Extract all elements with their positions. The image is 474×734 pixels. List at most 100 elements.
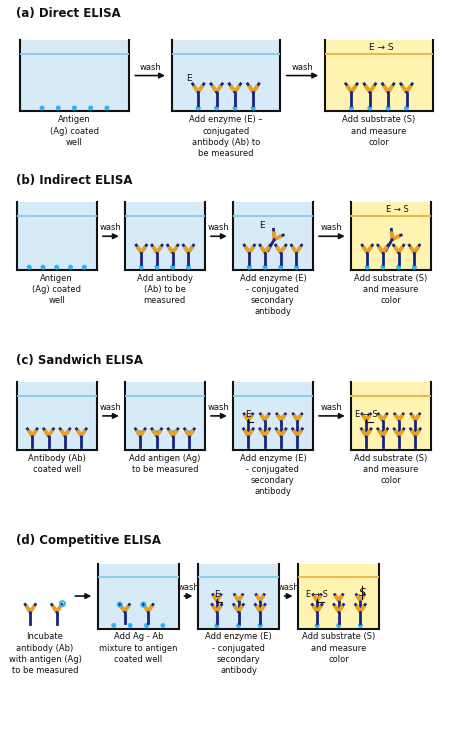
Text: Antigen
(Ag) coated
well: Antigen (Ag) coated well bbox=[32, 275, 82, 305]
Text: Add substrate (S)
and measure
color: Add substrate (S) and measure color bbox=[354, 454, 428, 485]
Text: Add substrate (S)
and measure
color: Add substrate (S) and measure color bbox=[354, 275, 428, 305]
Circle shape bbox=[365, 265, 370, 269]
Circle shape bbox=[155, 265, 159, 269]
Text: (b) Indirect ELISA: (b) Indirect ELISA bbox=[16, 175, 132, 187]
Bar bbox=[350, 203, 431, 270]
Text: wash: wash bbox=[100, 403, 122, 412]
Circle shape bbox=[232, 106, 237, 111]
Circle shape bbox=[364, 430, 369, 435]
Circle shape bbox=[104, 106, 109, 111]
Circle shape bbox=[128, 623, 133, 628]
Circle shape bbox=[41, 265, 46, 269]
Circle shape bbox=[214, 106, 219, 111]
Circle shape bbox=[386, 106, 391, 111]
Circle shape bbox=[186, 265, 191, 269]
Circle shape bbox=[380, 430, 385, 435]
Bar bbox=[233, 203, 313, 270]
Bar bbox=[125, 203, 205, 270]
Circle shape bbox=[55, 265, 59, 269]
Text: (d) Competitive ELISA: (d) Competitive ELISA bbox=[16, 534, 161, 547]
Bar bbox=[350, 382, 431, 450]
Text: Antigen
(Ag) coated
well: Antigen (Ag) coated well bbox=[50, 115, 99, 147]
Text: E: E bbox=[186, 74, 191, 83]
Circle shape bbox=[27, 265, 32, 269]
Circle shape bbox=[154, 430, 159, 435]
Circle shape bbox=[236, 623, 241, 628]
Circle shape bbox=[160, 623, 165, 628]
Text: S: S bbox=[359, 588, 366, 597]
Text: wash: wash bbox=[208, 403, 230, 412]
Circle shape bbox=[295, 430, 300, 435]
Text: wash: wash bbox=[100, 223, 122, 232]
Text: E: E bbox=[246, 410, 251, 419]
Circle shape bbox=[315, 623, 319, 628]
Bar bbox=[125, 382, 205, 450]
Text: wash: wash bbox=[178, 583, 199, 592]
Bar bbox=[17, 203, 97, 270]
Circle shape bbox=[349, 106, 354, 111]
Text: Add antigen (Ag)
to be measured: Add antigen (Ag) to be measured bbox=[129, 454, 201, 474]
Circle shape bbox=[367, 106, 372, 111]
Circle shape bbox=[196, 106, 201, 111]
Circle shape bbox=[187, 430, 192, 435]
Bar bbox=[233, 382, 313, 450]
Circle shape bbox=[40, 106, 45, 111]
Circle shape bbox=[171, 430, 175, 435]
Bar bbox=[325, 40, 433, 112]
Circle shape bbox=[278, 265, 283, 269]
Circle shape bbox=[214, 623, 219, 628]
Text: wash: wash bbox=[139, 62, 161, 71]
Text: Add substrate (S)
and measure
color: Add substrate (S) and measure color bbox=[302, 633, 375, 664]
Circle shape bbox=[247, 265, 252, 269]
Bar bbox=[17, 382, 97, 450]
Text: Add enzyme (E) –
conjugated
antibody (Ab) to
be measured: Add enzyme (E) – conjugated antibody (Ab… bbox=[189, 115, 263, 158]
Circle shape bbox=[56, 106, 61, 111]
Circle shape bbox=[397, 430, 401, 435]
Text: Antibody (Ab)
coated well: Antibody (Ab) coated well bbox=[28, 454, 86, 474]
Circle shape bbox=[88, 106, 93, 111]
Circle shape bbox=[138, 430, 143, 435]
Text: wash: wash bbox=[321, 403, 343, 412]
Bar bbox=[172, 40, 280, 112]
Circle shape bbox=[251, 106, 255, 111]
Text: E: E bbox=[214, 590, 220, 600]
Text: E → S: E → S bbox=[355, 410, 378, 419]
Text: wash: wash bbox=[321, 223, 343, 232]
Circle shape bbox=[404, 106, 409, 111]
Text: (a) Direct ELISA: (a) Direct ELISA bbox=[16, 7, 120, 20]
Circle shape bbox=[82, 265, 87, 269]
Circle shape bbox=[262, 430, 267, 435]
Circle shape bbox=[263, 265, 267, 269]
Text: wash: wash bbox=[208, 223, 230, 232]
Circle shape bbox=[381, 265, 385, 269]
Circle shape bbox=[413, 430, 418, 435]
Text: Incubate
antibody (Ab)
with antigen (Ag)
to be measured: Incubate antibody (Ab) with antigen (Ag)… bbox=[9, 633, 82, 675]
Text: wash: wash bbox=[292, 62, 313, 71]
Circle shape bbox=[358, 623, 363, 628]
Circle shape bbox=[68, 265, 73, 269]
Circle shape bbox=[294, 265, 299, 269]
Bar bbox=[299, 564, 379, 628]
Circle shape bbox=[336, 623, 341, 628]
Text: Add enzyme (E)
- conjugated
secondary
antibody: Add enzyme (E) - conjugated secondary an… bbox=[205, 633, 272, 675]
Text: Add Ag - Ab
mixture to antigen
coated well: Add Ag - Ab mixture to antigen coated we… bbox=[99, 633, 178, 664]
Text: E: E bbox=[259, 220, 265, 230]
Text: Add enzyme (E)
- conjugated
secondary
antibody: Add enzyme (E) - conjugated secondary an… bbox=[239, 454, 306, 496]
Text: wash: wash bbox=[278, 583, 300, 592]
Bar bbox=[198, 564, 279, 628]
Text: E → S: E → S bbox=[369, 43, 394, 52]
Circle shape bbox=[412, 265, 417, 269]
Text: Add antibody
(Ab) to be
measured: Add antibody (Ab) to be measured bbox=[137, 275, 193, 305]
Circle shape bbox=[246, 430, 251, 435]
Circle shape bbox=[279, 430, 283, 435]
Text: E → S: E → S bbox=[306, 590, 328, 600]
Circle shape bbox=[170, 265, 175, 269]
Text: Add enzyme (E)
- conjugated
secondary
antibody: Add enzyme (E) - conjugated secondary an… bbox=[239, 275, 306, 316]
Circle shape bbox=[72, 106, 77, 111]
Circle shape bbox=[139, 265, 144, 269]
Text: (c) Sandwich ELISA: (c) Sandwich ELISA bbox=[16, 354, 143, 367]
Text: Add substrate (S)
and measure
color: Add substrate (S) and measure color bbox=[342, 115, 416, 147]
Text: E → S: E → S bbox=[386, 205, 409, 214]
Bar bbox=[98, 564, 179, 628]
Circle shape bbox=[111, 623, 116, 628]
